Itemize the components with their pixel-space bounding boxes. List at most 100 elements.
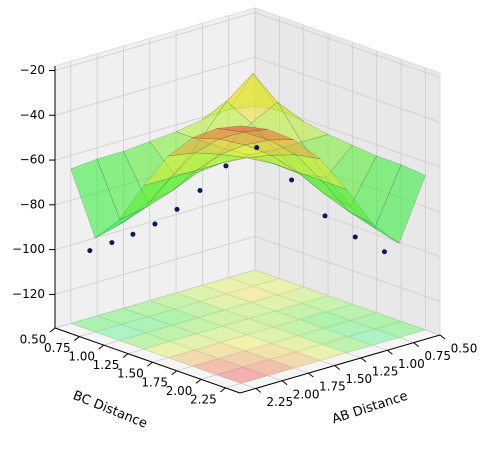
y-tick-label: 1.00 [68,350,95,364]
grid-line [200,320,402,380]
floor-contour [251,294,302,311]
grid-line [127,295,329,355]
surface-cell [216,125,268,133]
y-tick [171,370,178,376]
grid-line [54,56,256,116]
floor-contour [297,328,349,345]
y-tick [49,327,56,333]
x-tick [255,388,262,393]
floor-contour [121,316,173,333]
grid-line [176,312,377,372]
floor-contour [299,311,351,328]
x-tick [360,357,367,363]
x-tick [387,349,393,355]
grid-line [202,284,388,351]
grid-line [149,300,335,366]
grid-line [96,315,283,382]
floor-contour [119,332,171,350]
z-tick-label: −40 [20,108,45,122]
floor-contour [275,303,327,320]
floor-contour [249,310,300,328]
floor-contour [324,320,375,337]
y-tick [195,378,202,384]
floor-contour [194,342,246,359]
grid-line [254,56,441,123]
floor-contour [200,293,252,310]
floor-contour [168,350,219,367]
floor-contour [192,358,244,375]
floor-contour [326,304,377,321]
floor-contour [253,278,304,295]
grid-line [54,12,256,71]
axis [54,327,241,394]
z-tick-label: −20 [20,63,45,77]
trajectory-point [109,240,115,246]
z-tick-label: −80 [20,197,45,211]
trajectory-point [322,213,328,219]
z-tick-label: −60 [20,153,45,167]
floor-contour [172,317,223,334]
y-tick [220,387,226,393]
floor-contour [271,335,323,352]
floor-contour [147,309,199,326]
x-tick-label: 0.50 [451,342,478,356]
floor-contour [218,350,270,368]
x-tick-label: 1.00 [398,357,425,371]
floor-contour [295,344,347,361]
z-tick-label: −120 [12,287,45,301]
floor-contour [216,367,268,384]
y-tick [147,361,153,367]
grid-line [70,323,256,389]
y-axis-label: BC Distance [71,388,150,431]
y-tick-label: 1.50 [117,367,144,381]
trajectory-point [254,145,260,151]
trajectory-point [223,163,229,169]
y-tick-label: 1.75 [141,375,168,389]
x-tick [281,380,288,386]
y-tick-label: 2.25 [190,392,217,406]
grid-line [123,307,309,374]
grid-line [254,236,441,302]
floor-contour [374,321,426,338]
floor-contour [247,327,298,344]
grid-line [225,329,426,389]
floor-contour [176,285,227,302]
y-tick [122,353,129,359]
floor-contour [277,287,328,304]
floor-contour [149,292,201,310]
floor-contour [143,341,195,358]
grid-line [254,269,441,336]
floor-contour [348,328,400,346]
grid-line [254,12,441,78]
y-tick [74,336,80,341]
floor-contour [226,286,278,303]
floor-contour [220,334,272,351]
floor-contour [222,318,274,335]
trajectory-point [381,249,387,255]
grid-line [54,191,256,251]
floor-contour [245,343,296,360]
grid-line [152,303,353,363]
floor-contour [301,295,353,312]
x-tick [334,365,341,370]
axis [239,334,441,394]
floor-contour [123,300,175,317]
trajectory-point [152,221,158,227]
x-tick [308,372,314,378]
grid-line [79,278,280,337]
floor-contour [97,308,148,325]
x-tick [413,342,419,348]
floor-contour [243,359,294,376]
grid-line [103,286,304,346]
trajectory-point [130,231,136,237]
floor-contour [198,310,250,327]
floor-contour [170,333,221,350]
grid-line [254,191,441,258]
floor-contour [322,336,373,353]
y-tick-label: 1.25 [93,358,120,372]
grid-line [54,269,256,329]
x-tick-label: 2.25 [266,395,293,409]
x-tick-label: 1.50 [345,372,372,386]
floor-contour [224,302,276,319]
